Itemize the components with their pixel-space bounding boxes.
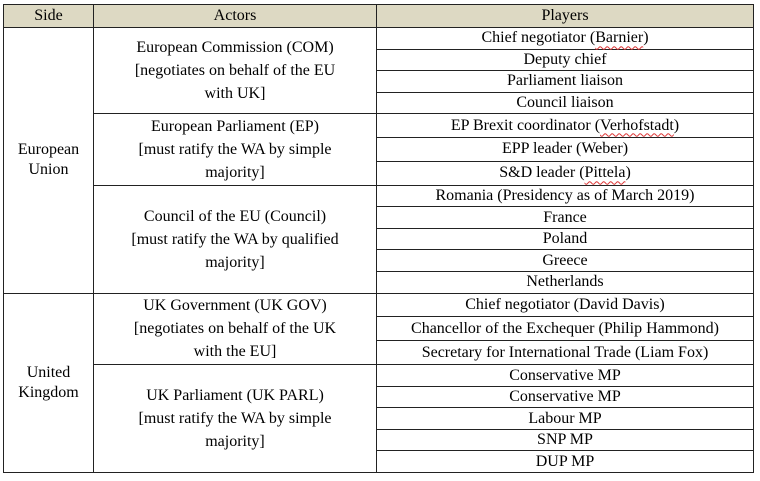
actor-cell: UK Parliament (UK PARL) [must ratify the … xyxy=(93,364,377,473)
player-text: Council liaison xyxy=(516,93,614,111)
player-text: Deputy chief xyxy=(523,50,607,68)
cell-line: [must ratify the WA by qualified xyxy=(131,230,339,248)
cell-line: United xyxy=(26,363,71,381)
player-cell: Chancellor of the Exchequer (Philip Hamm… xyxy=(376,316,754,342)
table-row: Council of the EU (Council) [must ratify … xyxy=(4,184,754,294)
cell-line: Kingdom xyxy=(18,383,79,401)
player-cell: Chief negotiator (David Davis) xyxy=(376,292,754,318)
cell-line: [negotiates on behalf of the UK xyxy=(133,320,337,338)
player-text: EPP leader (Weber) xyxy=(501,140,629,158)
player-text: EP Brexit coordinator ( xyxy=(450,116,601,134)
player-cell: Greece xyxy=(376,249,754,272)
player-text: Chief negotiator (David Davis) xyxy=(465,295,665,313)
player-text: Parliament liaison xyxy=(507,72,623,90)
player-cell: Parliament liaison xyxy=(376,70,754,93)
player-text: France xyxy=(543,208,587,226)
table-row: DUP MP xyxy=(4,450,754,473)
cell-line: European xyxy=(17,141,80,159)
player-cell: France xyxy=(376,206,754,229)
cell-line: [must ratify the WA by simple xyxy=(138,410,332,428)
player-cell: S&D leader (Pittela) xyxy=(376,160,754,186)
header-row: Side Actors Players xyxy=(3,4,754,28)
header-side: Side xyxy=(3,4,94,28)
player-cell: Labour MP xyxy=(376,407,754,430)
player-text: Conservative MP xyxy=(509,366,621,384)
cell-line: UK Parliament (UK PARL) xyxy=(146,387,324,405)
cell-line: majority] xyxy=(205,433,265,451)
player-text: Chancellor of the Exchequer (Philip Hamm… xyxy=(411,319,719,337)
cell-line: Council of the EU (Council) xyxy=(143,207,327,225)
player-cell: Chief negotiator (Barnier) xyxy=(376,27,754,50)
player-cell: Conservative MP xyxy=(376,385,754,409)
player-text: Conservative MP xyxy=(509,388,621,406)
player-text: Secretary for International Trade (Liam … xyxy=(421,343,709,361)
player-cell: Conservative MP xyxy=(376,364,754,387)
table-row: European Union European Commission (COM) [n… xyxy=(3,26,754,294)
player-cell: Poland xyxy=(376,227,754,251)
player-text: SNP MP xyxy=(537,431,593,449)
player-cell: Netherlands xyxy=(376,270,754,294)
player-text: Labour MP xyxy=(528,409,602,427)
cell-line: majority] xyxy=(205,253,265,271)
player-text: Romania (Presidency as of March 2019) xyxy=(435,187,695,205)
player-name: Barnier xyxy=(595,29,644,47)
actor-cell: European Commission (COM) [negotiates on … xyxy=(93,26,377,115)
player-cell: EPP leader (Weber) xyxy=(376,137,754,162)
player-text: Netherlands xyxy=(526,273,604,291)
actor-cell: Council of the EU (Council) [must ratify … xyxy=(93,184,377,294)
header-players: Players xyxy=(376,4,754,28)
player-text-end: ) xyxy=(625,164,631,182)
cell-line: with UK] xyxy=(204,85,266,103)
player-text-end: ) xyxy=(643,29,649,47)
player-text: Poland xyxy=(542,230,588,248)
cell-line: [negotiates on behalf of the EU xyxy=(134,62,336,80)
cell-line: European Parliament (EP) xyxy=(151,117,319,135)
table-row: Conservative MP xyxy=(4,385,754,409)
table-row: Secretary for International Trade (Liam … xyxy=(4,340,754,366)
player-name: Verhofstadt xyxy=(600,116,674,134)
cell-line: European Commission (COM) xyxy=(136,39,334,57)
player-cell: SNP MP xyxy=(376,428,754,452)
table-row: European Parliament (EP) [must ratify the… xyxy=(4,113,754,186)
players-table: Side Actors Players European Union Europea… xyxy=(3,4,754,474)
player-text: S&D leader ( xyxy=(499,164,585,182)
player-cell: Deputy chief xyxy=(376,48,754,72)
cell-line: UK Government (UK GOV) xyxy=(143,297,327,315)
cell-line: majority] xyxy=(205,163,265,181)
side-cell: European Union xyxy=(3,27,94,294)
table-row: Greece xyxy=(4,249,754,272)
player-text: Greece xyxy=(542,251,588,269)
cell-line: with the EU] xyxy=(193,343,277,361)
table-row: United Kingdom UK Government (UK GOV) [nego… xyxy=(3,292,754,474)
player-cell: Council liaison xyxy=(376,91,754,115)
player-cell: Romania (Presidency as of March 2019) xyxy=(376,184,754,208)
player-text: Chief negotiator ( xyxy=(481,29,596,47)
side-cell: United Kingdom xyxy=(3,292,94,474)
player-text-end: ) xyxy=(673,116,680,134)
table-row: S&D leader (Pittela) xyxy=(4,160,754,186)
player-name: Pittela xyxy=(584,164,626,182)
player-cell: EP Brexit coordinator (Verhofstadt) xyxy=(376,113,754,139)
actor-cell: UK Government (UK GOV) [negotiates on beh… xyxy=(93,292,377,366)
table-row: UK Parliament (UK PARL) [must ratify the … xyxy=(4,364,754,473)
player-text: DUP MP xyxy=(535,452,595,470)
cell-line: [must ratify the WA by simple xyxy=(138,140,332,158)
actor-cell: European Parliament (EP) [must ratify the… xyxy=(93,113,377,186)
player-cell: DUP MP xyxy=(376,450,754,473)
header-actors: Actors xyxy=(93,4,377,28)
cell-line: Union xyxy=(28,161,69,179)
table-row: Labour MP xyxy=(4,407,754,430)
player-cell: Secretary for International Trade (Liam … xyxy=(376,340,754,366)
table-body: European Union European Commission (COM) [n… xyxy=(3,26,754,474)
